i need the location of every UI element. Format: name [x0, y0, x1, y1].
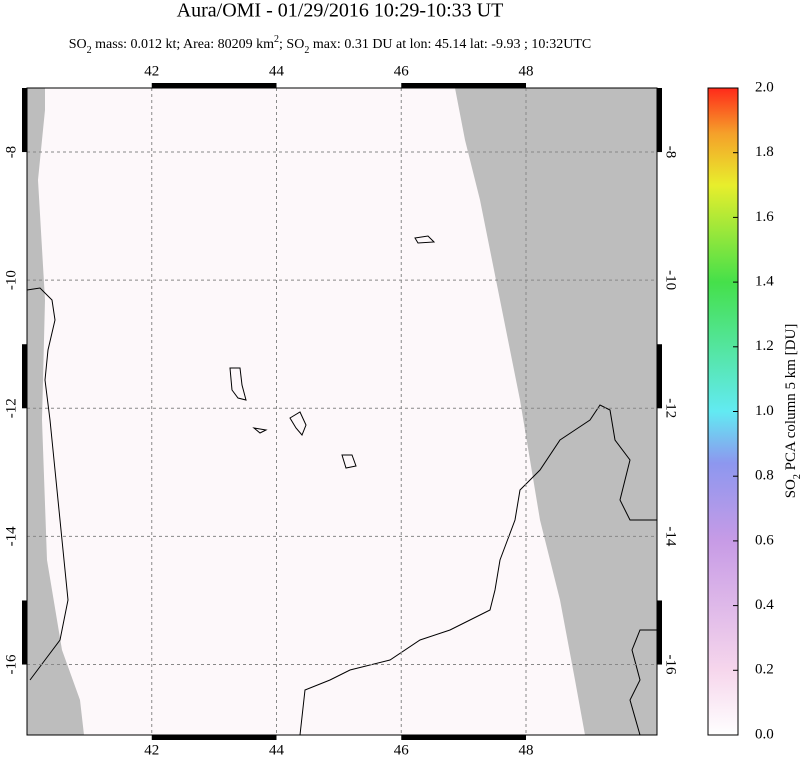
colorbar-label: SO2 PCA column 5 km [DU]: [783, 324, 802, 499]
frame-segment: [22, 600, 27, 665]
x-tick-label: 42: [144, 63, 159, 79]
text-part: 2: [304, 45, 309, 56]
text-part: max: 0.31 DU at lon: 45.14 lat: -9.93 ; …: [309, 37, 591, 52]
frame-segment: [657, 600, 662, 665]
text-part: SO: [69, 37, 87, 52]
frame-segment: [151, 735, 277, 740]
colorbar-tick-label: 0.4: [755, 597, 774, 613]
y-tick-label: -14: [663, 526, 679, 546]
colorbar-tick-label: 0.0: [755, 726, 774, 742]
y-tick-label: -14: [3, 526, 19, 546]
y-tick-label: -16: [663, 655, 679, 675]
text-part: 2: [792, 474, 803, 479]
colorbar-tick-label: 1.6: [755, 209, 774, 225]
frame-segment: [151, 83, 277, 88]
coastline: [229, 367, 247, 401]
x-tick-label: 48: [519, 742, 534, 758]
y-tick-label: -8: [3, 146, 19, 159]
text-part: SO: [783, 479, 799, 498]
coastline: [299, 404, 657, 736]
y-tick-label: -8: [663, 146, 679, 159]
colorbar-tick-label: 1.8: [755, 144, 774, 160]
frame-segment: [657, 344, 662, 409]
text-part: 2: [274, 34, 279, 45]
no-data-region: [455, 88, 657, 735]
x-tick-label: 46: [394, 742, 410, 758]
y-tick-label: -16: [3, 654, 19, 674]
coastline: [341, 454, 357, 469]
text-part: PCA column 5 km [DU]: [783, 324, 799, 474]
coastline: [26, 287, 69, 681]
grid: [27, 88, 657, 735]
frame-segment: [22, 344, 27, 409]
colorbar-tick-label: 0.8: [755, 468, 774, 484]
colorbar-tick-label: 1.0: [755, 403, 774, 419]
coastline: [252, 427, 268, 434]
chart-subtitle: SO2 mass: 0.012 kt; Area: 80209 km2; SO2…: [69, 34, 592, 56]
colorbar-tick-label: 0.2: [755, 662, 774, 678]
colorbar-tick-label: 2.0: [755, 79, 774, 95]
y-tick-label: -12: [3, 398, 19, 418]
x-tick-label: 44: [269, 742, 285, 758]
colorbar-tick-label: 1.2: [755, 338, 774, 354]
x-tick-label: 46: [394, 63, 410, 79]
no-data-region: [27, 88, 84, 735]
y-tick-label: -10: [3, 270, 19, 290]
x-tick-label: 48: [519, 63, 534, 79]
text-part: 2: [87, 45, 92, 56]
frame-segment: [657, 88, 662, 153]
x-tick-label: 44: [269, 63, 285, 79]
coastline: [289, 411, 307, 436]
x-tick-label: 42: [144, 742, 159, 758]
text-part: ; SO: [279, 37, 304, 52]
map-area: [26, 88, 657, 736]
y-tick-label: -10: [663, 270, 679, 290]
frame-segment: [22, 88, 27, 153]
chart-title: Aura/OMI - 01/29/2016 10:29-10:33 UT: [177, 0, 504, 22]
coastline: [414, 235, 436, 244]
colorbar-tick-label: 1.4: [755, 274, 774, 290]
y-tick-label: -12: [663, 398, 679, 418]
frame-segment: [401, 735, 527, 740]
text-part: mass: 0.012 kt; Area: 80209 km: [92, 37, 274, 52]
colorbar-tick-label: 0.6: [755, 532, 774, 548]
frame-segment: [401, 83, 527, 88]
map-frame: [26, 87, 658, 736]
